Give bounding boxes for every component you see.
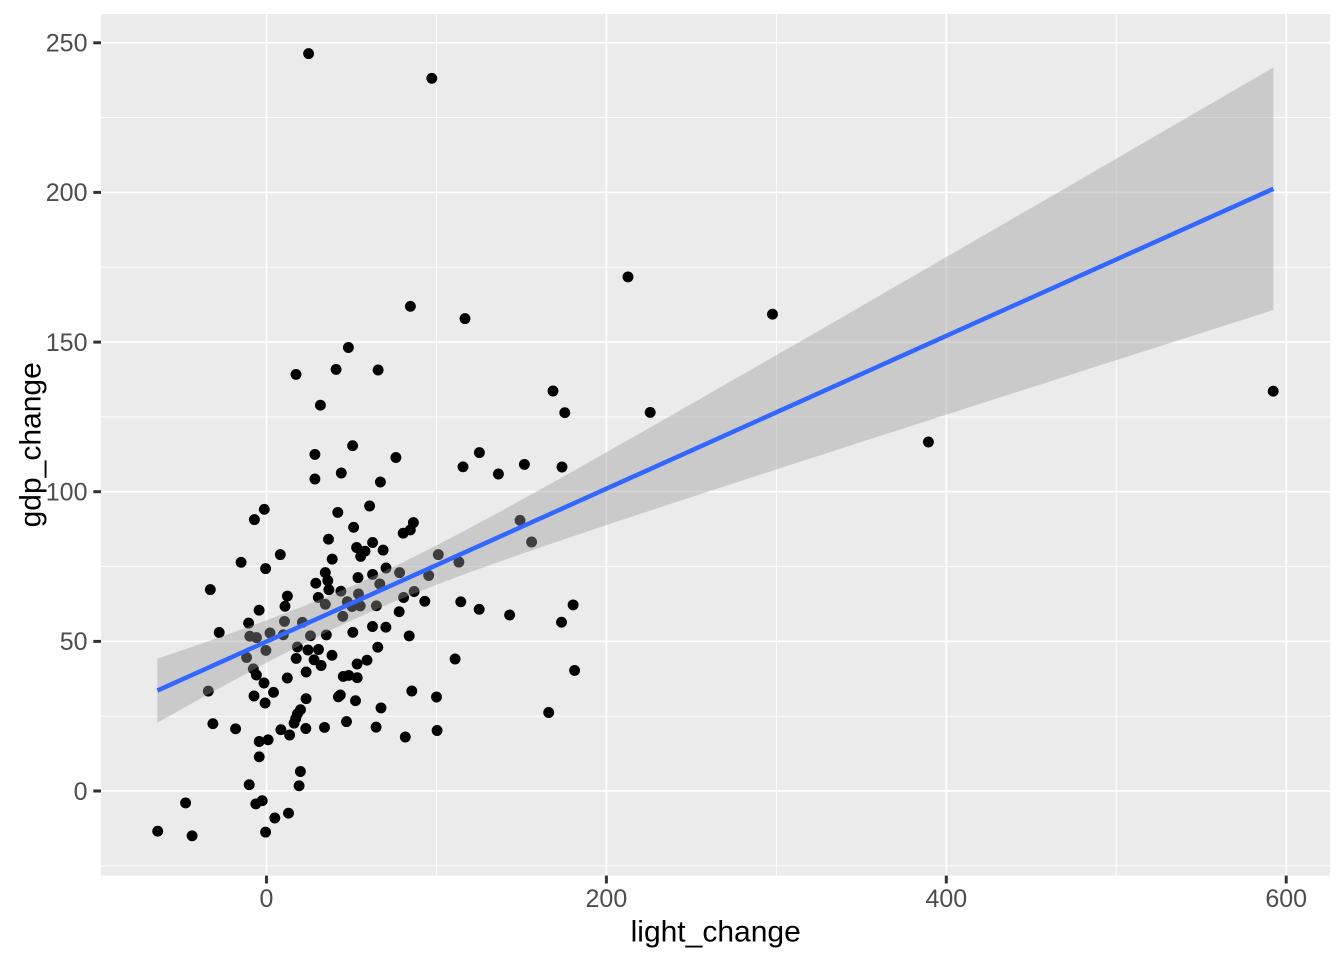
svg-text:0: 0 (74, 778, 88, 806)
svg-text:200: 200 (46, 179, 88, 207)
svg-text:50: 50 (60, 628, 88, 656)
svg-text:250: 250 (46, 30, 88, 58)
svg-text:0: 0 (260, 885, 274, 913)
svg-text:600: 600 (1265, 885, 1307, 913)
svg-text:light_change: light_change (631, 915, 801, 948)
svg-text:100: 100 (46, 479, 88, 507)
svg-text:150: 150 (46, 329, 88, 357)
svg-text:400: 400 (925, 885, 967, 913)
svg-text:gdp_change: gdp_change (15, 362, 48, 527)
svg-text:200: 200 (586, 885, 628, 913)
